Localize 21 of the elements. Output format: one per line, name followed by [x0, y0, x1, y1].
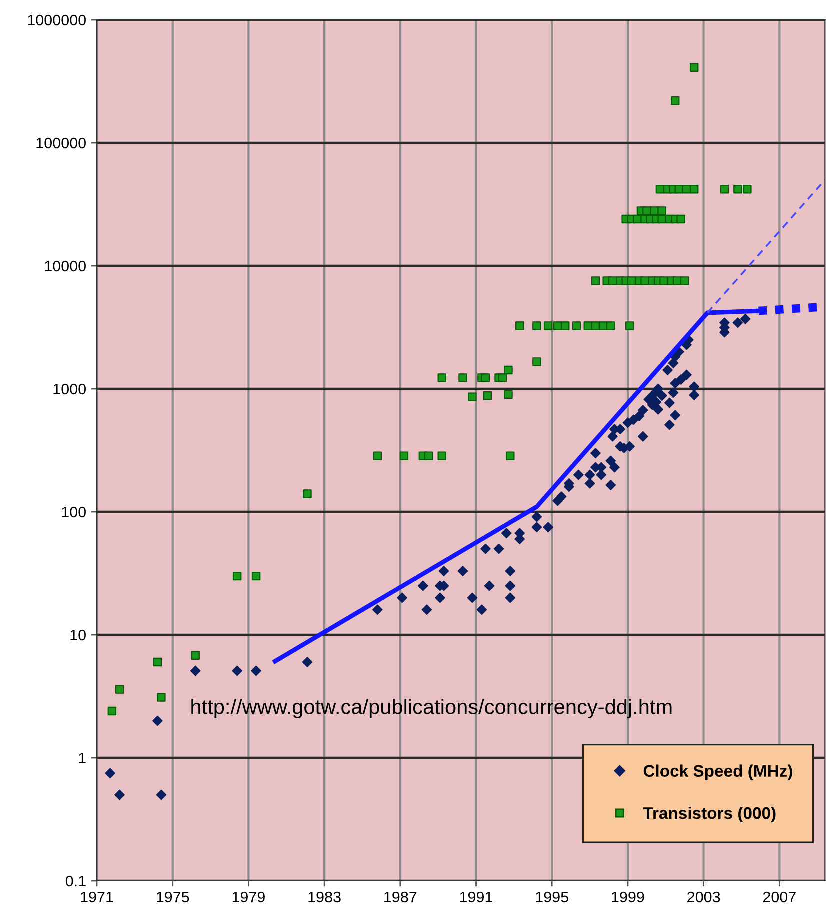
- x-tick-label: 2007: [763, 892, 796, 903]
- annotation: http://www.gotw.ca/publications/concurrency-ddj.htm: [192, 699, 672, 719]
- y-tick-label: 100000: [36, 138, 86, 149]
- y-tick-label: 0.1: [66, 876, 86, 887]
- y-tick-label: 10000: [45, 260, 86, 272]
- y-tick-label: 100: [62, 506, 86, 518]
- legend-label: Clock Speed (MHz): [644, 764, 792, 780]
- x-tick-label: 1991: [460, 892, 493, 903]
- y-tick-label: 10: [70, 630, 86, 641]
- x-tick-label: 1979: [232, 892, 265, 903]
- x-tick-label: 1987: [384, 892, 417, 903]
- x-tick-label: 1975: [157, 892, 190, 903]
- x-tick-label: 1971: [81, 892, 114, 903]
- y-tick-label: 1000: [54, 384, 86, 395]
- x-tick-label: 2003: [688, 892, 720, 903]
- y-tick-label: 1000000: [28, 14, 86, 26]
- legend-label: Transistors (000): [643, 806, 776, 823]
- x-tick-label: 1995: [536, 892, 568, 903]
- x-tick-label: 1999: [612, 892, 644, 903]
- x-tick-label: 1983: [308, 892, 341, 903]
- y-tick-label: 1: [79, 753, 86, 764]
